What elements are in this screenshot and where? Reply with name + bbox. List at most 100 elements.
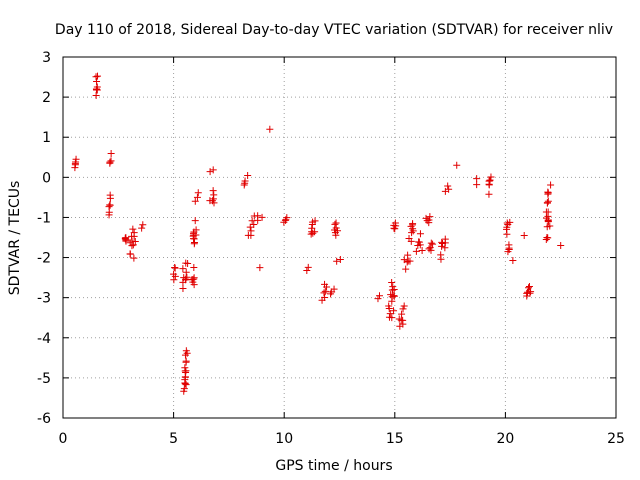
data-point — [543, 199, 551, 207]
x-tick-label: 20 — [496, 431, 514, 447]
data-point — [546, 222, 554, 230]
data-point — [246, 223, 254, 231]
data-point — [437, 255, 445, 263]
data-point — [210, 199, 218, 207]
data-point — [416, 241, 424, 249]
data-point — [392, 222, 400, 230]
y-tick-label: -3 — [37, 291, 51, 307]
data-point — [171, 272, 179, 280]
data-point — [486, 176, 494, 184]
data-point — [106, 159, 114, 167]
data-point — [473, 181, 481, 189]
data-point — [139, 221, 147, 229]
data-point — [106, 201, 114, 209]
data-point — [385, 304, 393, 312]
data-point — [409, 220, 417, 228]
y-tick-label: -2 — [37, 251, 51, 267]
data-point — [182, 357, 190, 365]
data-point — [182, 268, 190, 276]
data-point — [398, 310, 406, 318]
data-point — [506, 218, 514, 226]
data-point — [311, 228, 319, 236]
data-point — [93, 86, 101, 94]
y-tick-label: 2 — [42, 90, 51, 106]
data-point — [209, 166, 217, 174]
data-point — [190, 274, 198, 282]
data-point — [505, 244, 513, 252]
data-point — [544, 188, 552, 196]
data-point — [330, 285, 338, 293]
x-tick-label: 10 — [275, 431, 293, 447]
data-point — [210, 191, 218, 199]
data-point — [130, 232, 138, 240]
gridlines — [63, 57, 616, 418]
data-point — [171, 264, 179, 272]
data-point — [130, 254, 138, 262]
data-point — [244, 231, 252, 239]
data-point — [250, 221, 258, 229]
data-point — [412, 247, 420, 255]
data-point — [485, 190, 493, 198]
data-point — [93, 83, 101, 91]
data-point — [191, 217, 199, 225]
data-point — [544, 216, 552, 224]
data-point — [542, 208, 550, 216]
data-point — [308, 221, 316, 229]
data-point — [390, 292, 398, 300]
data-point — [426, 213, 434, 221]
data-point — [544, 197, 552, 205]
data-point — [526, 289, 534, 297]
data-point — [320, 289, 328, 297]
data-point — [181, 380, 189, 388]
data-point — [72, 158, 80, 166]
data-point — [321, 287, 329, 295]
data-point — [184, 259, 192, 267]
data-point — [375, 292, 383, 300]
data-point — [429, 240, 437, 248]
data-point — [416, 230, 424, 238]
data-point — [311, 217, 319, 225]
data-point — [106, 191, 114, 199]
data-point — [283, 214, 291, 222]
data-point — [92, 73, 100, 81]
data-point — [333, 257, 341, 265]
data-point — [388, 314, 396, 322]
data-point — [193, 193, 201, 201]
axis-ticks: 0 5 10 15 20 25 -6 -5 -4 -3 -2 -1 0 1 2 3 — [37, 50, 625, 447]
x-tick-label: 5 — [169, 431, 178, 447]
data-point — [473, 175, 481, 183]
data-point — [402, 265, 410, 273]
data-point — [309, 229, 317, 237]
data-point — [390, 292, 398, 300]
y-tick-label: 1 — [42, 130, 51, 146]
data-point — [527, 288, 535, 296]
y-tick-label: 3 — [42, 50, 51, 66]
x-tick-label: 25 — [607, 431, 625, 447]
data-point — [128, 242, 136, 250]
data-point — [182, 275, 190, 283]
data-point — [182, 369, 190, 377]
data-point — [171, 264, 179, 272]
data-point — [105, 211, 113, 219]
data-point — [206, 168, 214, 176]
data-point — [525, 284, 533, 292]
data-point — [191, 238, 199, 246]
data-point — [374, 295, 382, 303]
data-point — [445, 185, 453, 193]
data-point — [399, 320, 407, 328]
data-point — [304, 263, 312, 271]
x-tick-label: 15 — [386, 431, 404, 447]
data-point — [399, 305, 407, 313]
data-point — [138, 224, 146, 232]
data-point — [241, 177, 249, 185]
data-point — [126, 250, 134, 258]
data-point — [388, 278, 396, 286]
data-point — [388, 286, 396, 294]
data-point — [182, 381, 190, 389]
data-point — [418, 246, 426, 254]
data-point — [332, 231, 340, 239]
data-point — [321, 280, 329, 288]
data-point — [542, 236, 550, 244]
y-tick-label: -6 — [37, 411, 51, 427]
